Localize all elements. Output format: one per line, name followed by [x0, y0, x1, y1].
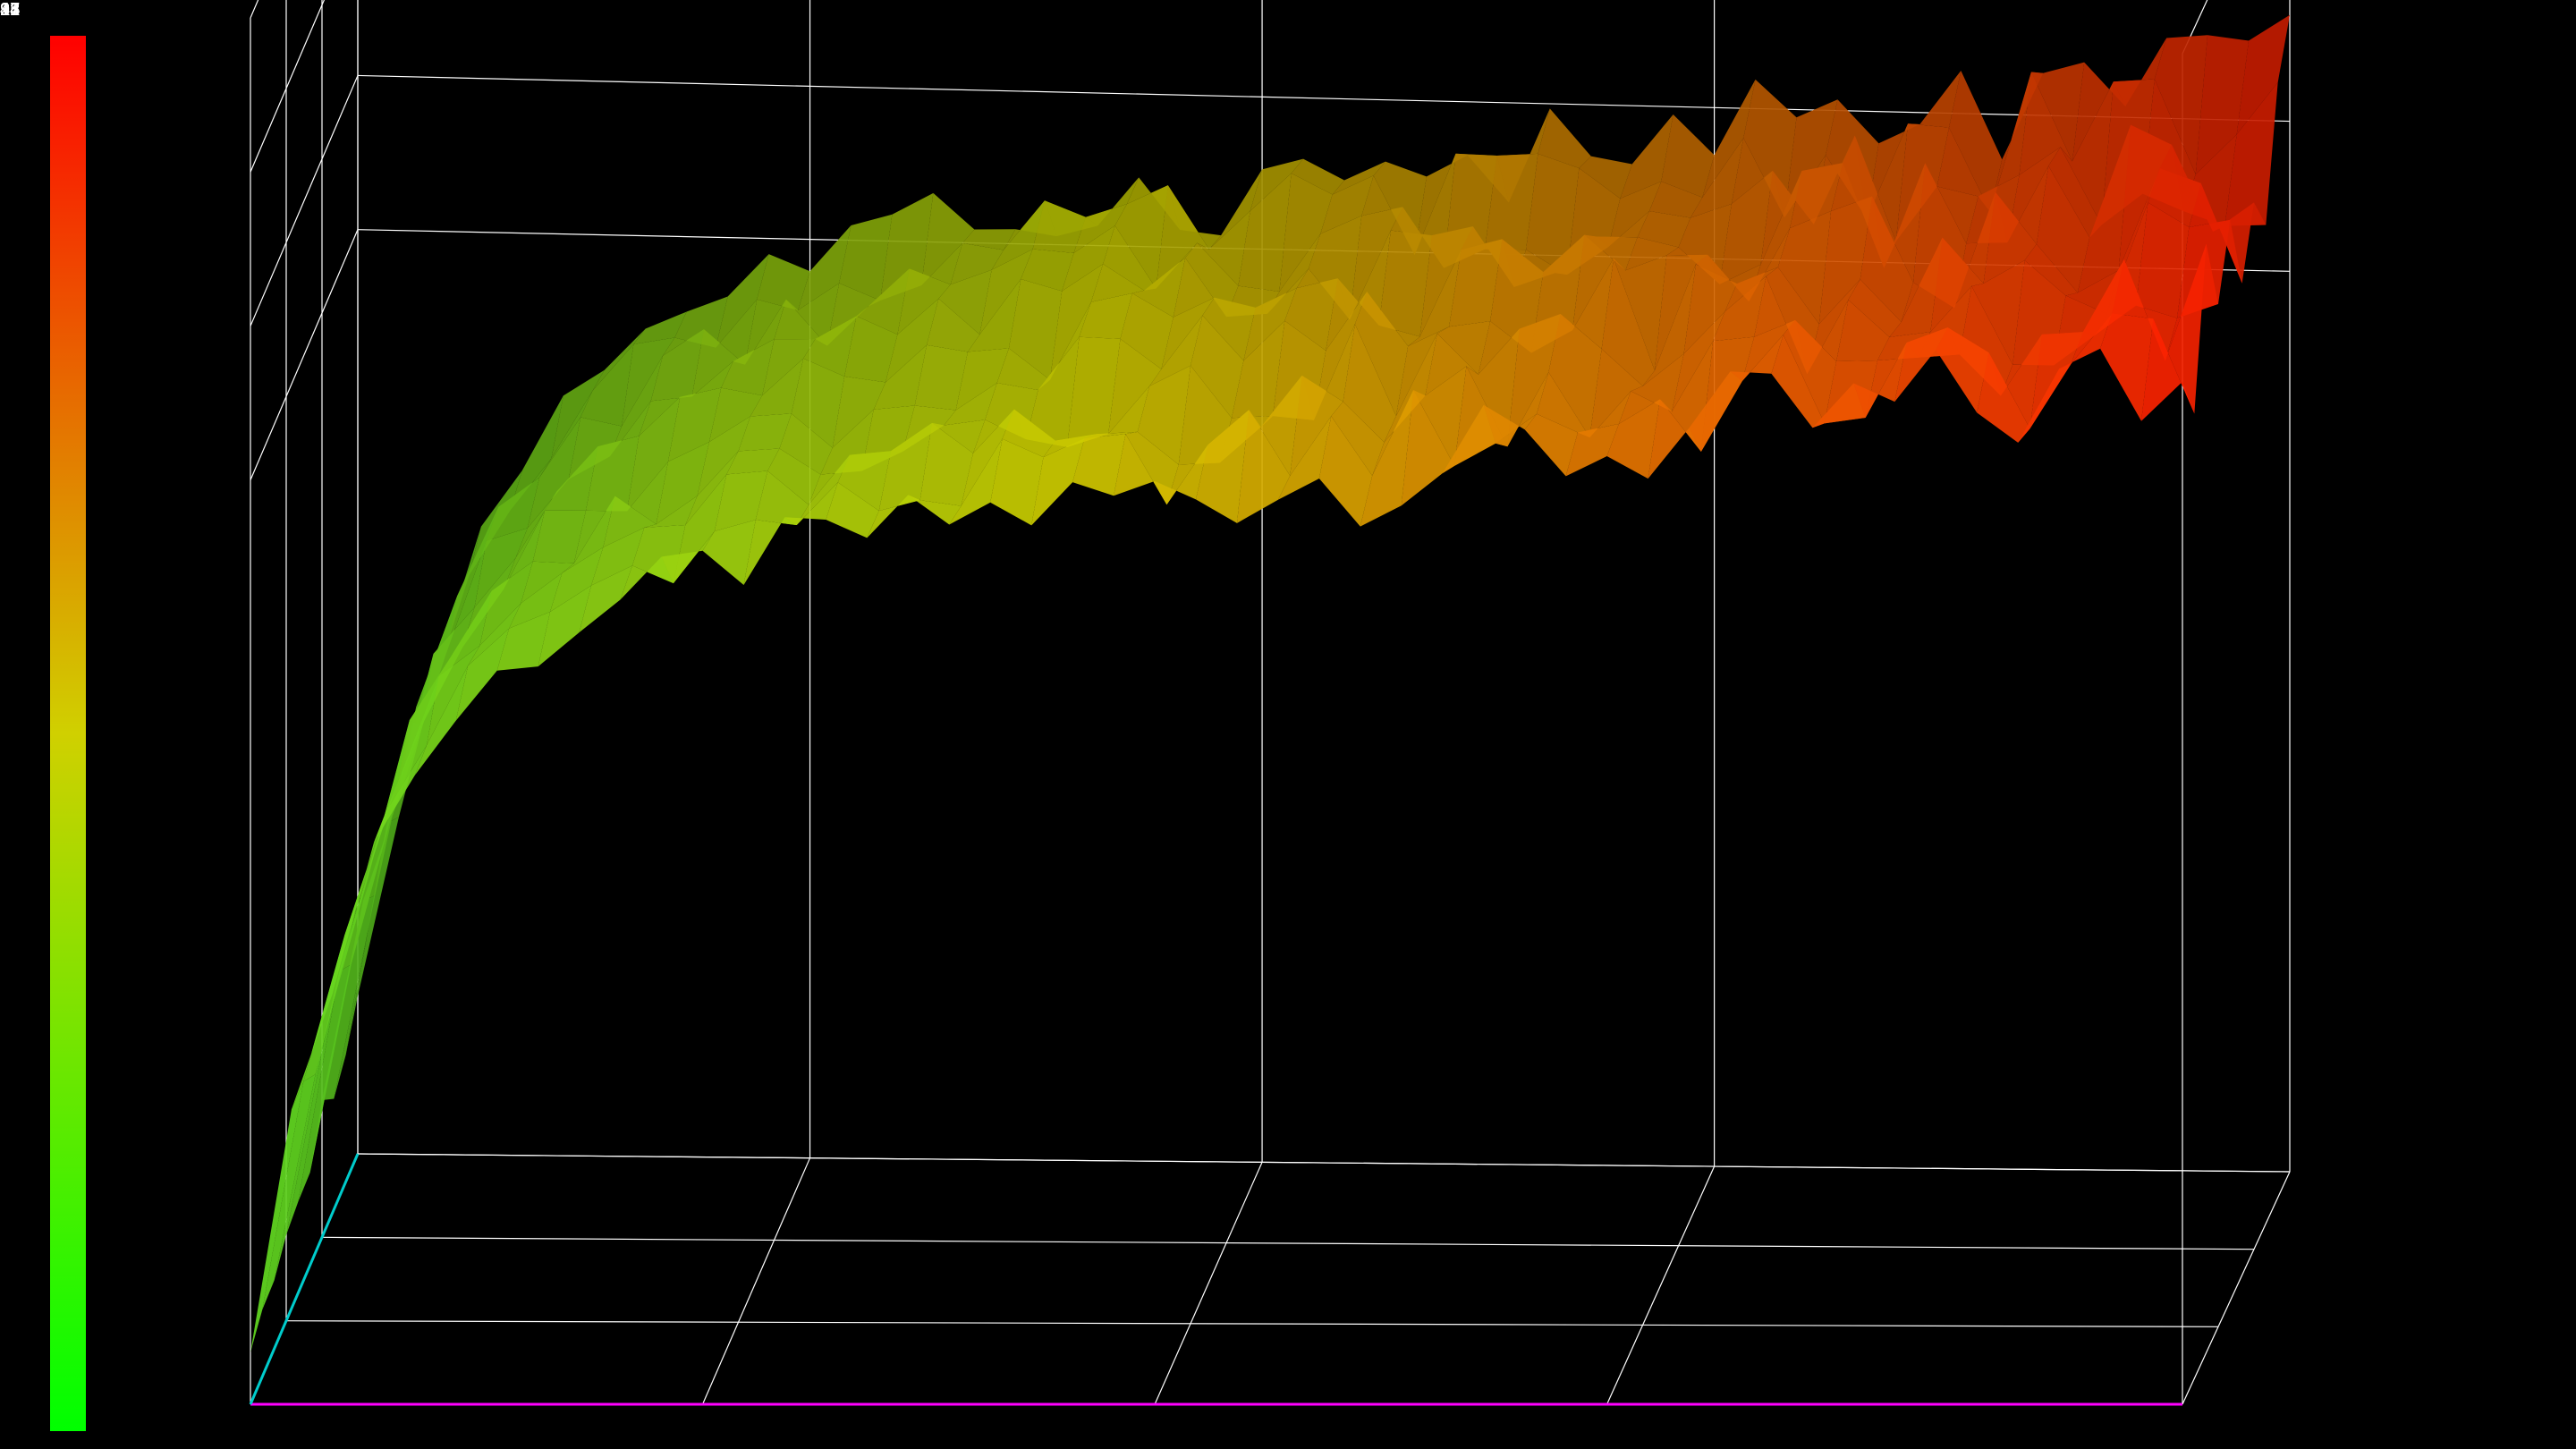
surface: [250, 15, 2290, 1352]
axis-tick-label: 48: [0, 0, 20, 21]
axes: [250, 1154, 2182, 1404]
surface-plot-3d[interactable]: [0, 0, 2308, 1431]
